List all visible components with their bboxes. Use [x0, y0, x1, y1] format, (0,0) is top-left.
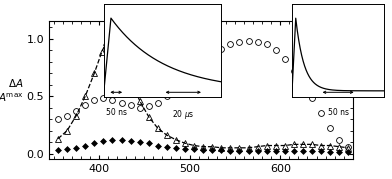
Text: 50 ns: 50 ns: [106, 108, 127, 117]
Y-axis label: $\Delta A$
$\Delta A^{\rm max}$: $\Delta A$ $\Delta A^{\rm max}$: [0, 77, 24, 104]
Text: 20 $\mu$s: 20 $\mu$s: [172, 108, 194, 121]
Text: 50 ns: 50 ns: [328, 108, 348, 117]
